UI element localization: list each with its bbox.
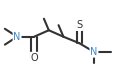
- Text: N: N: [90, 47, 98, 57]
- Text: N: N: [13, 32, 21, 42]
- Text: S: S: [76, 20, 82, 30]
- Text: O: O: [30, 53, 38, 63]
